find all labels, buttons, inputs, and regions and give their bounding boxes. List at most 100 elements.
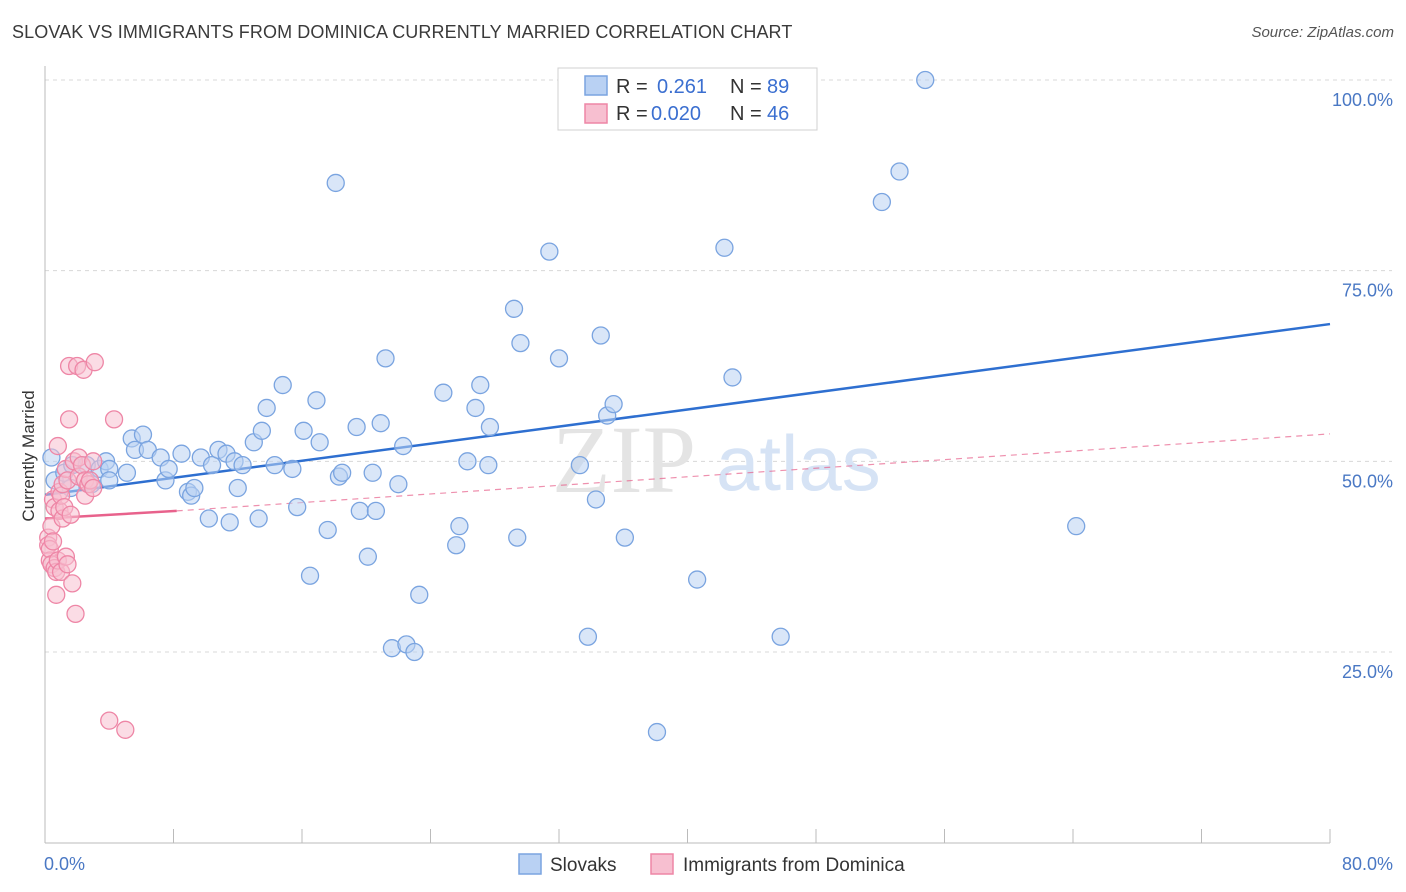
point-slovaks (283, 459, 302, 479)
point-slovaks (511, 333, 530, 353)
point-slovaks (872, 192, 892, 212)
legend-r-value-dominica: 0.020 (651, 103, 701, 125)
point-slovaks (504, 299, 524, 318)
point-slovaks (159, 459, 178, 479)
watermark-atlas: atlas (716, 419, 881, 507)
trend-line-slovaks (44, 322, 1331, 497)
point-slovaks (578, 627, 598, 646)
point-slovaks (172, 444, 191, 463)
point-slovaks (199, 509, 218, 528)
trend-line-dominica-extension (176, 433, 1331, 512)
point-slovaks (233, 455, 252, 475)
point-slovaks (604, 394, 623, 414)
x-tick-label: 0.0% (44, 854, 85, 874)
point-slovaks (715, 238, 734, 257)
legend-n-value-dominica: 46 (767, 103, 789, 125)
point-slovaks (288, 497, 307, 517)
legend-swatch-slovaks (584, 75, 608, 96)
point-slovaks (366, 501, 386, 521)
point-slovaks (350, 501, 369, 521)
point-slovaks (133, 425, 153, 444)
point-slovaks (591, 326, 610, 345)
point-slovaks (117, 463, 137, 482)
point-slovaks (1067, 517, 1086, 536)
point-slovaks (394, 436, 413, 456)
point-slovaks (100, 471, 119, 490)
point-slovaks (252, 421, 271, 440)
point-slovaks (471, 375, 490, 395)
point-slovaks (466, 398, 485, 418)
point-slovaks (890, 162, 909, 181)
point-slovaks (318, 520, 337, 540)
point-dominica (104, 410, 124, 429)
point-dominica (59, 410, 79, 429)
point-slovaks (376, 349, 395, 368)
point-slovaks (389, 475, 408, 494)
point-slovaks (480, 417, 500, 437)
chart-title: SLOVAK VS IMMIGRANTS FROM DOMINICA CURRE… (12, 22, 793, 42)
point-slovaks (687, 570, 707, 589)
legend-n-label-slovaks: N = (730, 76, 762, 98)
y-tick-label: 50.0% (1342, 471, 1393, 491)
point-slovaks (447, 536, 466, 555)
point-slovaks (333, 463, 352, 482)
legend-r-label-slovaks: R = (616, 76, 648, 98)
point-dominica (47, 585, 66, 604)
point-slovaks (310, 433, 329, 452)
bottom-legend-swatch-slovaks (518, 853, 542, 875)
point-dominica (61, 505, 80, 524)
data-points (39, 70, 1086, 742)
point-slovaks (326, 173, 345, 193)
point-dominica (66, 604, 85, 624)
point-dominica (85, 353, 104, 372)
point-slovaks (358, 547, 378, 566)
y-tick-label: 25.0% (1342, 662, 1393, 682)
point-slovaks (185, 478, 204, 498)
point-slovaks (300, 566, 320, 585)
point-slovaks (273, 375, 292, 395)
point-slovaks (363, 463, 382, 482)
point-dominica (84, 452, 103, 471)
legend-box: R = 0.261 N = 89 R = 0.020 N = 46 (557, 67, 818, 131)
x-tick-labels: 0.0% 80.0% (44, 854, 1393, 874)
y-tick-label: 75.0% (1342, 281, 1393, 301)
point-slovaks (586, 490, 606, 509)
point-slovaks (202, 455, 222, 475)
y-axis-label: Currently Married (19, 390, 38, 521)
point-slovaks (479, 455, 498, 475)
point-dominica (84, 478, 103, 498)
point-slovaks (450, 517, 469, 536)
point-slovaks (249, 509, 268, 528)
point-slovaks (458, 452, 477, 471)
point-slovaks (570, 455, 590, 475)
source-label: Source: ZipAtlas.com (1251, 24, 1394, 41)
point-slovaks (307, 391, 326, 410)
point-dominica (116, 720, 135, 739)
point-slovaks (723, 368, 742, 387)
point-slovaks (405, 642, 424, 662)
bottom-legend-swatch-dominica (650, 853, 674, 875)
point-dominica (100, 711, 119, 730)
point-slovaks (916, 70, 935, 90)
point-slovaks (540, 242, 559, 261)
point-slovaks (410, 585, 429, 604)
point-slovaks (347, 417, 366, 437)
legend-r-label-dominica: R = (616, 103, 648, 125)
y-tick-labels: 25.0% 50.0% 75.0% 100.0% (1332, 90, 1393, 682)
point-slovaks (220, 513, 239, 532)
point-slovaks (434, 383, 453, 402)
y-tick-label: 100.0% (1332, 90, 1393, 110)
point-slovaks (294, 421, 313, 440)
watermark: ZIP atlas (552, 406, 881, 513)
point-slovaks (265, 455, 284, 475)
point-dominica (63, 574, 82, 593)
point-slovaks (228, 478, 247, 498)
bottom-legend-dominica: Immigrants from Dominica (683, 855, 905, 876)
x-tick-label: 80.0% (1342, 854, 1393, 874)
point-slovaks (371, 414, 390, 433)
legend-n-label-dominica: N = (730, 103, 762, 125)
point-slovaks (615, 528, 635, 547)
point-slovaks (549, 349, 569, 368)
point-slovaks (508, 528, 527, 547)
